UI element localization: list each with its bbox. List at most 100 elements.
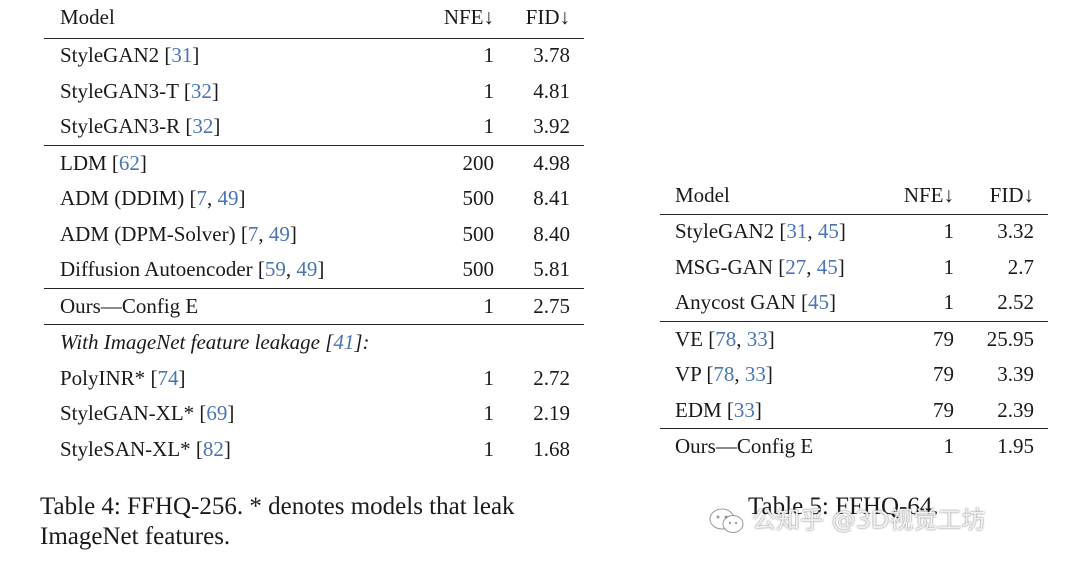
- nfe-value: 1: [483, 114, 495, 138]
- citation-link[interactable]: 82: [202, 436, 224, 461]
- citation-link[interactable]: 41: [333, 330, 355, 354]
- nfe-value: 1: [483, 43, 495, 67]
- model-label: Diffusion Autoencoder: [60, 257, 258, 281]
- model-name: ADM (DDIM) [7, 49]: [60, 186, 246, 210]
- header-nfe: NFE↓: [443, 5, 494, 29]
- citation-link[interactable]: 45: [816, 254, 838, 279]
- fid-value: 2.19: [533, 401, 570, 425]
- model-label: PolyINR*: [60, 365, 151, 390]
- header-rule: [44, 38, 584, 39]
- table-row: PolyINR* [74] 1 2.72: [44, 361, 584, 397]
- citation-link[interactable]: 32: [190, 78, 212, 103]
- header-model: Model: [675, 183, 730, 207]
- header-nfe: NFE↓: [903, 183, 954, 207]
- model-name: EDM [33]: [675, 397, 762, 422]
- citation-link[interactable]: 78: [715, 326, 737, 351]
- nfe-value: 1: [943, 219, 955, 243]
- citation-link[interactable]: 62: [118, 150, 140, 175]
- model-label: StyleGAN2: [60, 43, 165, 67]
- model-name: MSG-GAN [27, 45]: [675, 254, 845, 279]
- citation-link[interactable]: 31: [786, 219, 808, 243]
- citation-link[interactable]: 45: [817, 219, 839, 243]
- table-row: Anycost GAN [45] 1 2.52: [660, 285, 1048, 321]
- citation-link[interactable]: 33: [744, 362, 766, 386]
- nfe-value: 79: [933, 326, 954, 351]
- nfe-value: 1: [483, 293, 495, 318]
- fid-value: 3.78: [533, 43, 570, 67]
- section-note: With ImageNet feature leakage [41]:: [44, 325, 584, 361]
- citation-link[interactable]: 33: [746, 326, 768, 351]
- header-rule: [660, 214, 1048, 215]
- wechat-icon: [709, 508, 744, 533]
- model-name: StyleGAN2 [31]: [60, 43, 200, 67]
- nfe-value: 200: [462, 150, 495, 175]
- group-rule: [44, 287, 584, 289]
- model-label: LDM: [60, 150, 112, 175]
- table-row: ADM (DPM-Solver) [7, 49] 500 8.40: [44, 217, 584, 253]
- fid-value: 2.75: [533, 293, 570, 318]
- model-label: EDM: [675, 397, 727, 422]
- table-row: ADM (DDIM) [7, 49] 500 8.41: [44, 181, 584, 217]
- table-row: Diffusion Autoencoder [59, 49] 500 5.81: [44, 252, 584, 288]
- citation-link[interactable]: 45: [808, 290, 829, 314]
- fid-value: 3.39: [997, 362, 1034, 386]
- table-row: StyleGAN3-R [32] 1 3.92: [44, 109, 584, 145]
- table-4-caption: Table 4: FFHQ-256. * denotes models that…: [40, 493, 515, 550]
- table-4-header: Model NFE↓ FID↓: [44, 0, 584, 36]
- table-5: Model NFE↓ FID↓ StyleGAN2 [31, 45] 1 3.32 M…: [660, 178, 1048, 458]
- table-row: StyleGAN2 [31] 1 3.78: [44, 38, 584, 74]
- nfe-value: 500: [462, 221, 495, 246]
- table-row: MSG-GAN [27, 45] 1 2.7: [660, 250, 1048, 286]
- model-name: Diffusion Autoencoder [59, 49]: [60, 257, 325, 281]
- citation-link[interactable]: 49: [296, 257, 318, 281]
- group-rule: [44, 144, 584, 146]
- model-name: StyleGAN-XL* [69]: [60, 401, 235, 425]
- model-name: VP [78, 33]: [675, 362, 773, 386]
- table-5-header: Model NFE↓ FID↓: [660, 178, 1048, 214]
- header-fid: FID↓: [989, 183, 1034, 207]
- model-name: Anycost GAN [45]: [675, 290, 836, 314]
- citation-link[interactable]: 7: [247, 221, 259, 246]
- nfe-value: 1: [483, 78, 495, 103]
- fid-value: 4.98: [533, 150, 570, 175]
- section-note-text: With ImageNet feature leakage [41]:: [60, 330, 370, 354]
- model-label: StyleGAN2: [675, 219, 780, 243]
- fid-value: 3.92: [533, 114, 570, 138]
- table-row: Ours—Config E 1 1.95: [660, 429, 1048, 465]
- model-label: Ours—Config E: [675, 434, 814, 458]
- table-4: Model NFE↓ FID↓ StyleGAN2 [31] 1 3.78 Style…: [44, 0, 584, 461]
- table-row: StyleGAN2 [31, 45] 1 3.32: [660, 214, 1048, 250]
- citation-link[interactable]: 32: [192, 114, 214, 138]
- nfe-value: 1: [943, 290, 955, 314]
- model-label: StyleGAN-XL*: [60, 401, 200, 425]
- model-label: StyleSAN-XL*: [60, 436, 196, 461]
- model-label: ADM (DDIM): [60, 186, 190, 210]
- table-row: StyleGAN3-T [32] 1 4.81: [44, 74, 584, 110]
- section-note-suffix: ]:: [354, 330, 370, 354]
- citation-link[interactable]: 74: [157, 365, 179, 390]
- fid-value: 8.40: [533, 221, 570, 246]
- fid-value: 2.7: [1007, 254, 1034, 279]
- citation-link[interactable]: 31: [171, 43, 193, 67]
- nfe-value: 79: [933, 397, 954, 422]
- nfe-value: 500: [462, 257, 495, 281]
- model-label: VP: [675, 362, 707, 386]
- model-label: StyleGAN3-T: [60, 78, 184, 103]
- citation-link[interactable]: 33: [733, 397, 755, 422]
- citation-link[interactable]: 7: [196, 186, 208, 210]
- table-row: StyleSAN-XL* [82] 1 1.68: [44, 432, 584, 468]
- nfe-value: 500: [462, 186, 495, 210]
- model-name: PolyINR* [74]: [60, 365, 186, 390]
- model-name: StyleGAN3-R [32]: [60, 114, 221, 138]
- citation-link[interactable]: 59: [264, 257, 286, 281]
- model-label: VE: [675, 326, 709, 351]
- header-fid: FID↓: [525, 5, 570, 29]
- citation-link[interactable]: 69: [206, 401, 228, 425]
- citation-link[interactable]: 27: [785, 254, 807, 279]
- header-model: Model: [60, 5, 115, 29]
- citation-link[interactable]: 49: [268, 221, 290, 246]
- citation-link[interactable]: 49: [217, 186, 239, 210]
- group-rule: [660, 428, 1048, 429]
- citation-link[interactable]: 78: [713, 362, 735, 386]
- table-4-body: StyleGAN2 [31] 1 3.78 StyleGAN3-T [32] 1 4.81…: [44, 38, 584, 467]
